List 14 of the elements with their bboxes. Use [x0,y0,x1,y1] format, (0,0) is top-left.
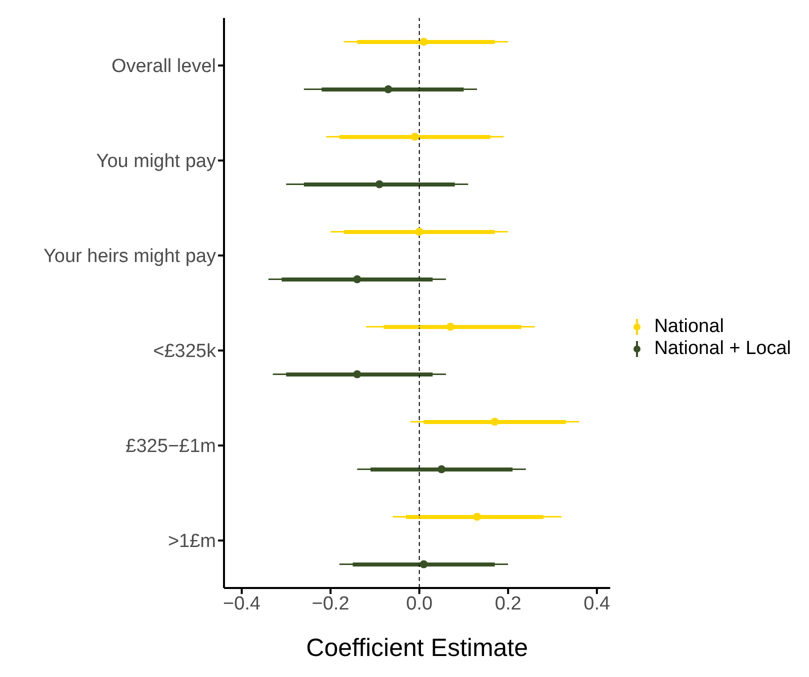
x-axis-title: Coefficient Estimate [306,634,528,662]
y-tick-label: Overall level [111,56,216,78]
x-tick-label: −0.2 [312,593,350,614]
y-tick-label: Your heirs might pay [43,246,216,268]
legend-label: National + Local [654,338,791,360]
x-tick-label: −0.4 [223,593,261,614]
legend-label: National [654,316,724,338]
y-tick-label: <£325k [153,341,216,362]
y-tick-label: >1£m [168,531,216,552]
y-tick-label: £325−£1m [126,436,216,458]
x-tick-label: 0.2 [494,593,522,614]
x-tick-label: 0.4 [584,593,611,614]
y-tick-label: You might pay [96,151,216,172]
x-tick-label: 0.0 [406,593,433,614]
